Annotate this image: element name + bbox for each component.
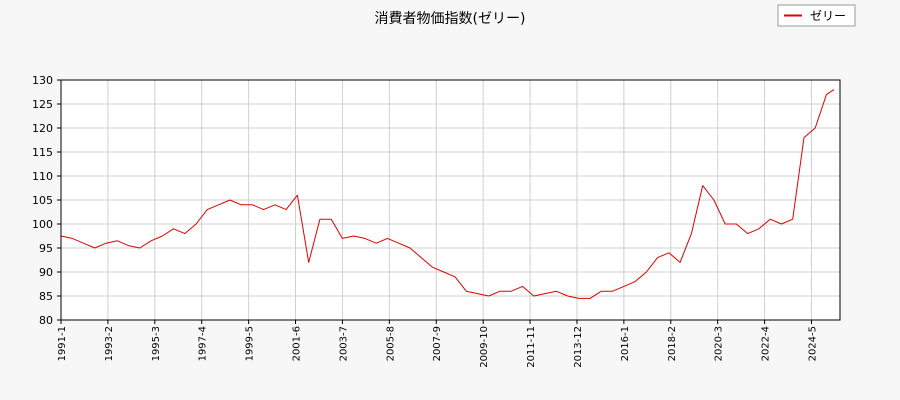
x-tick-label: 2020-3 [714, 326, 725, 361]
x-tick-label: 2003-7 [338, 326, 349, 361]
x-tick-label: 2009-10 [479, 326, 490, 368]
y-tick-label: 110 [32, 170, 53, 183]
y-tick-label: 120 [32, 122, 53, 135]
x-tick-label: 2011-11 [526, 326, 537, 368]
x-tick-label: 2005-8 [385, 326, 396, 361]
x-tick-label: 2016-1 [620, 326, 631, 361]
y-tick-label: 80 [39, 314, 53, 327]
plot-border [60, 79, 841, 321]
x-tick-label: 2018-2 [667, 326, 678, 361]
x-tick-label: 2013-12 [573, 326, 584, 368]
y-tick-label: 130 [32, 74, 53, 87]
legend-label: ゼリー [810, 9, 846, 23]
y-tick-label: 85 [39, 290, 53, 303]
legend: ゼリー [777, 4, 856, 27]
series-layer [60, 89, 835, 299]
y-tick-label: 105 [32, 194, 53, 207]
x-tick-label: 1993-2 [104, 326, 115, 361]
x-tick-label: 2022-4 [761, 326, 772, 361]
axes: 80 85 90 95 100 105 110 115 120 125 130 1991-1 1993-… [32, 74, 841, 368]
chart-title: 消費者物価指数(ゼリー) [375, 11, 526, 27]
legend-box [777, 4, 856, 27]
x-tick-label: 2024-5 [807, 326, 818, 361]
x-tick-label: 1999-5 [245, 326, 256, 361]
x-tick-label: 2001-6 [292, 326, 303, 361]
y-tick-label: 115 [32, 146, 53, 159]
x-tick-label: 1991-1 [57, 326, 68, 361]
y-tick-label: 100 [32, 218, 53, 231]
x-tick-label: 1995-3 [151, 326, 162, 361]
x-tick-label: 2007-9 [432, 326, 443, 361]
y-tick-label: 90 [39, 266, 53, 279]
y-tick-label: 95 [39, 242, 53, 255]
series-line-jelly [60, 89, 835, 299]
y-tick-label: 125 [32, 98, 53, 111]
x-tick-label: 1997-4 [198, 326, 209, 361]
